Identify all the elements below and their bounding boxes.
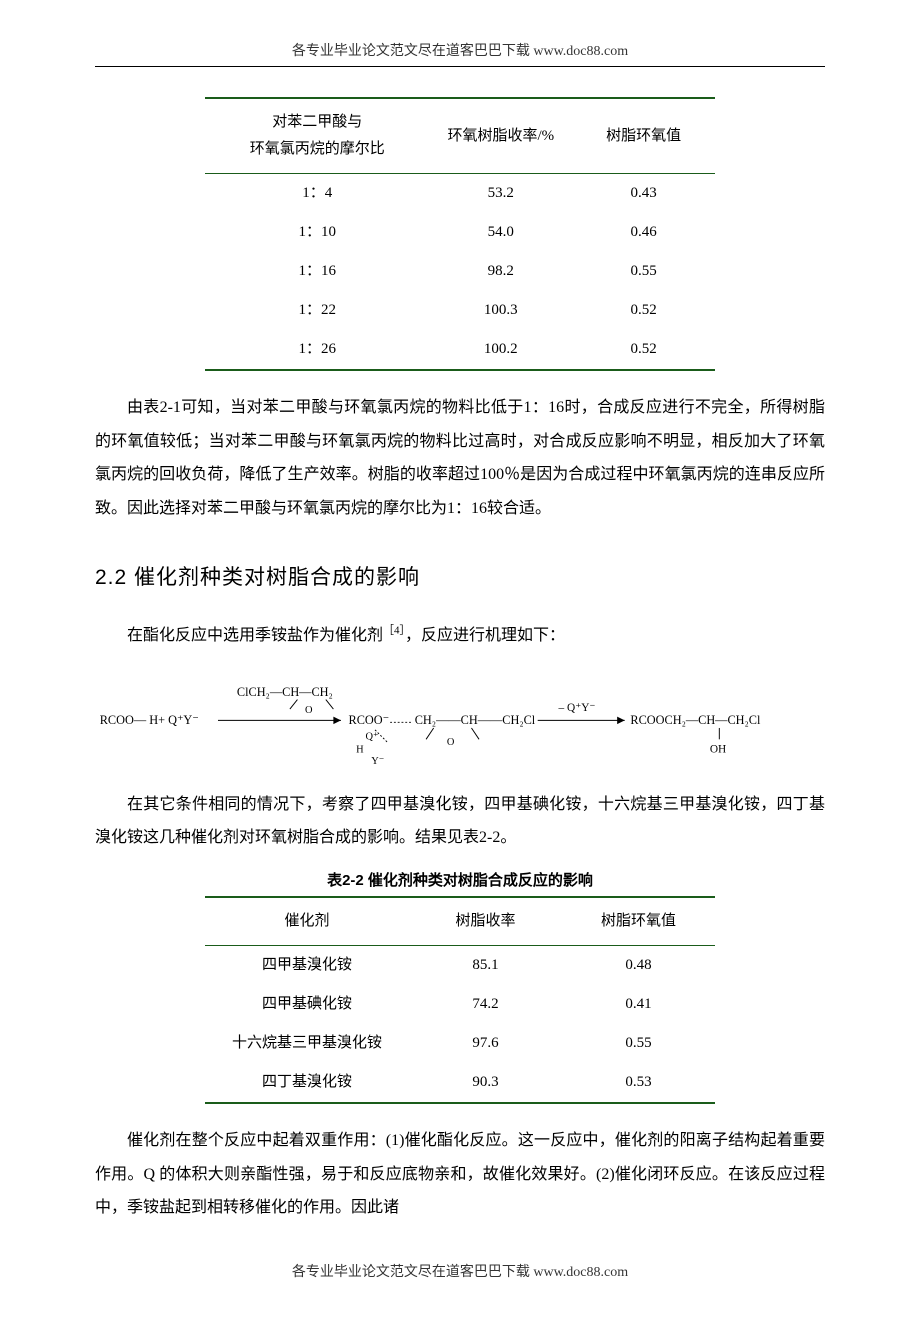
cell-yield: 98.2 (429, 252, 572, 291)
paragraph-analysis-1: 由表2-1可知，当对苯二甲酸与环氧氯丙烷的物料比低于1：16时，合成反应进行不完… (95, 391, 825, 525)
table-row: 1：22 100.3 0.52 (205, 291, 715, 330)
cell-ratio: 1：4 (205, 174, 429, 214)
diag-product: RCOOCH₂—CH—CH₂Cl (630, 713, 761, 727)
cell-epoxy: 0.52 (572, 291, 715, 330)
table1-header-col1: 对苯二甲酸与 环氧氯丙烷的摩尔比 (205, 98, 429, 174)
cell-epoxy: 0.46 (572, 213, 715, 252)
page-header: 各专业毕业论文范文尽在道客巴巴下载 www.doc88.com (95, 40, 825, 67)
diag-start: RCOO— H+ Q⁺Y⁻ (100, 713, 199, 727)
cell-yield: 100.2 (429, 330, 572, 370)
table-catalyst-effect: 催化剂 树脂收率 树脂环氧值 四甲基溴化铵 85.1 0.48 四甲基碘化铵 7… (205, 896, 715, 1104)
table-row: 1：10 54.0 0.46 (205, 213, 715, 252)
table1-h1-l2: 环氧氯丙烷的摩尔比 (213, 136, 421, 163)
reaction-mechanism-diagram: RCOO— H+ Q⁺Y⁻ ClCH₂—CH—CH₂ O RCOO⁻ Q⁺ H … (95, 675, 795, 765)
cell-epoxy: 0.55 (562, 1024, 715, 1063)
table-row: 四丁基溴化铵 90.3 0.53 (205, 1063, 715, 1103)
diag-product-oh: OH (710, 744, 726, 756)
cell-epoxy: 0.55 (572, 252, 715, 291)
cell-ratio: 1：10 (205, 213, 429, 252)
cell-catalyst: 四甲基溴化铵 (205, 946, 409, 986)
diag-above-arrow2: – Q⁺Y⁻ (558, 702, 596, 714)
diag-top-reagent: ClCH₂—CH—CH₂ (237, 685, 333, 699)
cell-yield: 53.2 (429, 174, 572, 214)
page-footer: 各专业毕业论文范文尽在道客巴巴下载 www.doc88.com (95, 1255, 825, 1287)
cell-ratio: 1：16 (205, 252, 429, 291)
svg-text:H: H (356, 745, 364, 756)
table1-header-col2: 环氧树脂收率/% (429, 98, 572, 174)
cell-epoxy: 0.43 (572, 174, 715, 214)
paragraph-catalyst-role: 催化剂在整个反应中起着双重作用：(1)催化酯化反应。这一反应中，催化剂的阳离子结… (95, 1124, 825, 1225)
cell-catalyst: 四甲基碘化铵 (205, 985, 409, 1024)
table-row: 十六烷基三甲基溴化铵 97.6 0.55 (205, 1024, 715, 1063)
table2-caption: 表2-2 催化剂种类对树脂合成反应的影响 (95, 869, 825, 890)
cell-yield: 90.3 (409, 1063, 562, 1103)
diag-mid: RCOO⁻ (349, 713, 390, 727)
cell-yield: 97.6 (409, 1024, 562, 1063)
cell-catalyst: 四丁基溴化铵 (205, 1063, 409, 1103)
cell-yield: 85.1 (409, 946, 562, 986)
cell-epoxy: 0.53 (562, 1063, 715, 1103)
svg-text:Y⁻: Y⁻ (371, 756, 384, 765)
diag-mid-frag: CH₂——CH——CH₂Cl (415, 713, 536, 727)
table2-header-col1: 催化剂 (205, 897, 409, 946)
cell-epoxy: 0.52 (572, 330, 715, 370)
table-molar-ratio: 对苯二甲酸与 环氧氯丙烷的摩尔比 环氧树脂收率/% 树脂环氧值 1：4 53.2… (205, 97, 715, 371)
table-row: 1：16 98.2 0.55 (205, 252, 715, 291)
svg-text:O: O (447, 737, 455, 748)
table-row: 四甲基碘化铵 74.2 0.41 (205, 985, 715, 1024)
cell-epoxy: 0.41 (562, 985, 715, 1024)
cell-ratio: 1：26 (205, 330, 429, 370)
cell-ratio: 1：22 (205, 291, 429, 330)
cell-catalyst: 十六烷基三甲基溴化铵 (205, 1024, 409, 1063)
cell-yield: 100.3 (429, 291, 572, 330)
citation-sup: ［4］ (383, 625, 405, 637)
table-row: 1：4 53.2 0.43 (205, 174, 715, 214)
cell-epoxy: 0.48 (562, 946, 715, 986)
cell-yield: 74.2 (409, 985, 562, 1024)
table2-header-col3: 树脂环氧值 (562, 897, 715, 946)
table2-header-col2: 树脂收率 (409, 897, 562, 946)
paragraph-catalyst-compare: 在其它条件相同的情况下，考察了四甲基溴化铵，四甲基碘化铵，十六烷基三甲基溴化铵，… (95, 788, 825, 855)
document-page: 各专业毕业论文范文尽在道客巴巴下载 www.doc88.com 对苯二甲酸与 环… (0, 0, 920, 1317)
table1-h1-l1: 对苯二甲酸与 (213, 109, 421, 136)
svg-text:O: O (305, 705, 313, 716)
table1-header-col3: 树脂环氧值 (572, 98, 715, 174)
para2-pre: 在酯化反应中选用季铵盐作为催化剂 (127, 627, 383, 644)
paragraph-catalyst-intro: 在酯化反应中选用季铵盐作为催化剂［4］，反应进行机理如下： (95, 619, 825, 653)
para2-post: ，反应进行机理如下： (405, 627, 565, 644)
cell-yield: 54.0 (429, 213, 572, 252)
svg-text:Q⁺: Q⁺ (366, 731, 379, 742)
table-row: 1：26 100.2 0.52 (205, 330, 715, 370)
table-row: 四甲基溴化铵 85.1 0.48 (205, 946, 715, 986)
section-title-2-2: 2.2 催化剂种类对树脂合成的影响 (95, 561, 825, 591)
